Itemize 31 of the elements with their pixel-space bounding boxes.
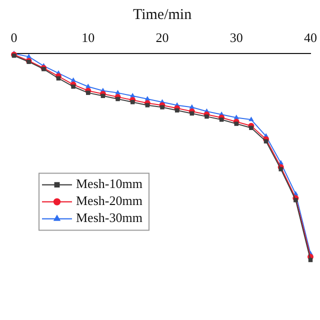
point <box>56 76 61 80</box>
point <box>116 96 120 102</box>
legend-label: Mesh-10mm <box>76 176 142 192</box>
point <box>234 122 238 126</box>
point <box>249 126 254 130</box>
point <box>219 118 224 122</box>
point <box>278 167 283 172</box>
point <box>189 104 194 109</box>
x-tick-label: 40 <box>304 30 317 46</box>
point <box>144 96 150 101</box>
x-axis-title: Time/min <box>132 6 192 23</box>
point <box>294 198 298 202</box>
point <box>71 84 76 89</box>
point <box>160 105 164 110</box>
legend-label: Mesh-30mm <box>76 210 142 226</box>
x-tick-label: 10 <box>82 30 95 46</box>
point <box>86 84 91 88</box>
point <box>130 92 136 98</box>
point <box>264 139 268 144</box>
point <box>174 108 180 112</box>
x-tick-label: 0 <box>10 30 18 46</box>
x-tick-label: 30 <box>230 30 243 46</box>
point <box>115 90 120 94</box>
point <box>248 116 254 122</box>
x-tick-label: 20 <box>156 30 169 46</box>
point <box>70 77 76 82</box>
point <box>86 90 90 95</box>
point <box>204 114 209 119</box>
point <box>145 103 150 108</box>
point <box>234 114 239 120</box>
legend-label: Mesh-20mm <box>76 193 142 208</box>
